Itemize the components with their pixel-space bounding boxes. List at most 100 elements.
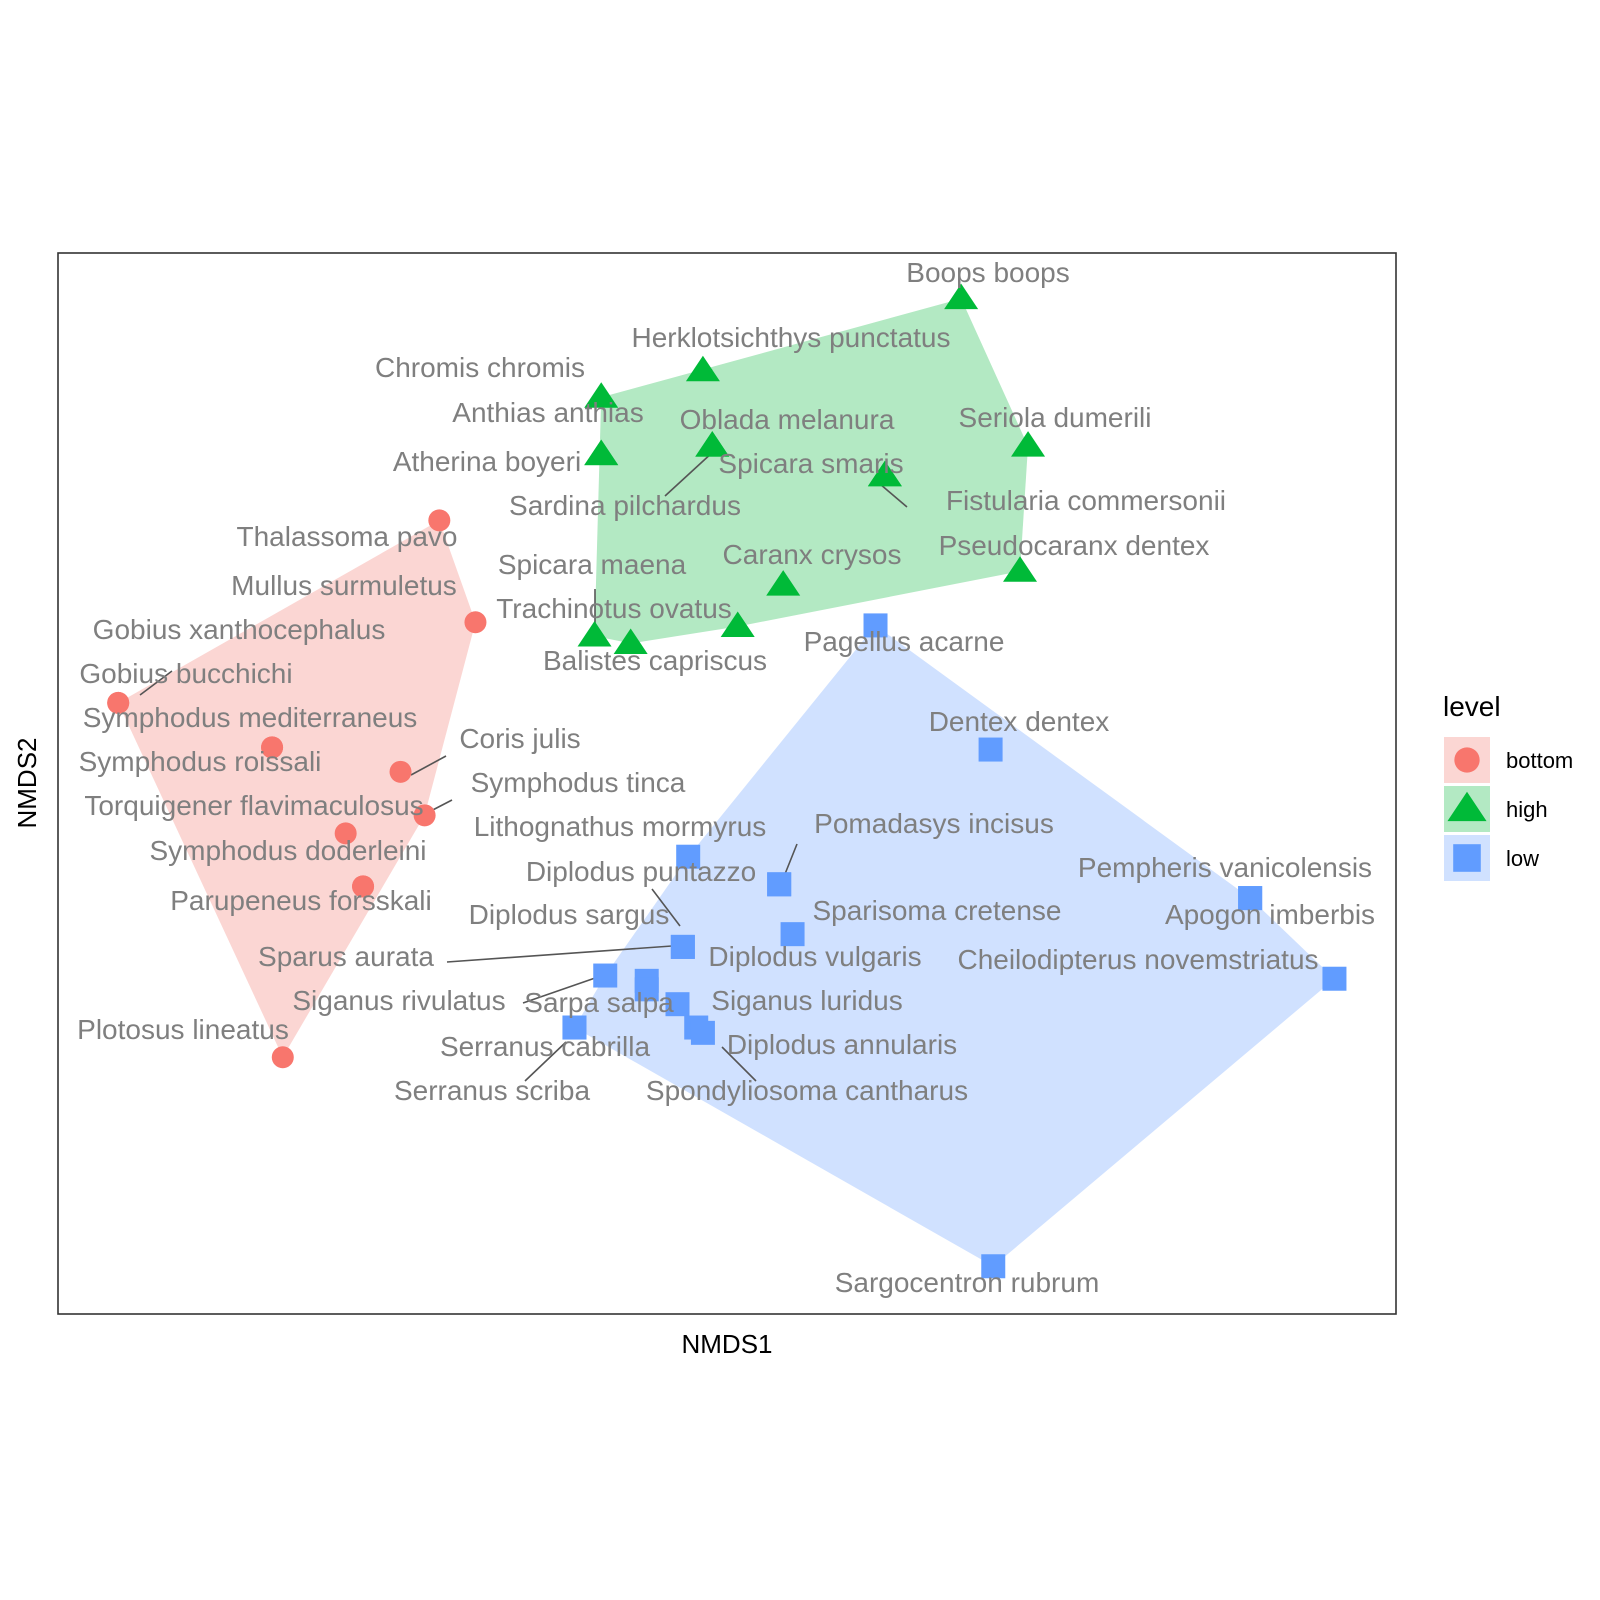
point-low (780, 922, 805, 947)
species-label: Pseudocaranx dentex (939, 530, 1210, 561)
species-label: Siganus rivulatus (292, 985, 505, 1016)
species-label: Spondyliosoma cantharus (646, 1075, 968, 1106)
species-label: Sparisoma cretense (812, 895, 1061, 926)
species-label: Lithognathus mormyrus (474, 811, 767, 842)
species-label: Sarpa salpa (524, 987, 674, 1018)
point-low (978, 737, 1003, 762)
y-axis-title: NMDS2 (12, 737, 42, 828)
point-high (1011, 431, 1046, 457)
leader-line (651, 888, 681, 927)
point-low (593, 963, 618, 988)
species-label: Sargocentron rubrum (835, 1267, 1100, 1298)
point-bottom (428, 509, 451, 532)
hull-high (594, 298, 1028, 644)
point-bottom (261, 736, 284, 759)
species-label: Sardina pilchardus (509, 490, 741, 521)
hull-bottom (118, 520, 476, 1058)
species-label: Coris julis (459, 723, 580, 754)
species-label: Dentex dentex (929, 706, 1110, 737)
point-bottom (413, 804, 436, 827)
species-label: Herklotsichthys punctatus (631, 322, 950, 353)
point-low (981, 1254, 1006, 1279)
species-label: Diplodus sargus (469, 899, 670, 930)
leader-line (446, 944, 687, 963)
point-high (577, 621, 612, 647)
legend-label-low: low (1506, 846, 1539, 871)
point-bottom (352, 875, 375, 898)
legend-symbol-bottom (1454, 747, 1480, 773)
legend-label-high: high (1506, 797, 1548, 822)
point-high (1003, 556, 1038, 582)
point-low (767, 872, 792, 897)
species-label: Apogon imberbis (1165, 899, 1375, 930)
species-label: Thalassoma pavo (236, 521, 457, 552)
species-label: Anthias anthias (452, 397, 643, 428)
species-label: Serranus cabrilla (440, 1031, 651, 1062)
species-label: Diplodus puntazzo (526, 856, 756, 887)
species-label: Symphodus mediterraneus (83, 702, 418, 733)
legend-title: level (1443, 691, 1501, 722)
point-low (562, 1015, 587, 1040)
legend: level bottom high low (1443, 691, 1573, 881)
species-label: Pagellus acarne (804, 626, 1005, 657)
legend-symbol-low (1453, 844, 1481, 872)
point-low (670, 934, 695, 959)
species-label: Mullus surmuletus (231, 570, 457, 601)
point-bottom (464, 611, 487, 634)
leader-line (139, 670, 173, 696)
species-labels: Thalassoma pavo Mullus surmuletus Gobius b… (77, 257, 1375, 1298)
point-low (1322, 966, 1347, 991)
species-label: Caranx crysos (723, 539, 902, 570)
point-high (720, 611, 755, 637)
hull-low (574, 625, 1335, 1267)
species-label: Parupeneus forsskali (170, 885, 431, 916)
species-label: Oblada melanura (680, 404, 895, 435)
species-label: Symphodus tinca (471, 767, 686, 798)
point-bottom (334, 822, 357, 845)
species-label: Spicara maena (498, 549, 687, 580)
species-label: Symphodus roissali (79, 746, 322, 777)
point-high (867, 460, 902, 487)
point-high (613, 628, 648, 654)
species-label: Sparus aurata (258, 941, 434, 972)
species-label: Balistes capriscus (543, 645, 767, 676)
plot-panel-border (57, 252, 1397, 1315)
species-label: Seriola dumerili (959, 402, 1152, 433)
species-label: Boops boops (906, 257, 1069, 288)
point-bottom (271, 1046, 294, 1069)
point-low (863, 613, 888, 638)
point-high (766, 570, 801, 596)
leader-line (664, 450, 715, 497)
leader-line (721, 1046, 757, 1082)
leader-line (524, 1041, 567, 1082)
species-label: Atherina boyeri (393, 446, 581, 477)
leader-line (410, 755, 447, 776)
legend-label-bottom: bottom (1506, 748, 1573, 773)
leader-line (522, 976, 599, 1004)
point-bottom (107, 691, 130, 714)
species-label: Cheilodipterus novemstriatus (957, 944, 1318, 975)
species-label: Siganus luridus (711, 985, 902, 1016)
point-low (676, 844, 701, 869)
species-label: Spicara smaris (718, 448, 903, 479)
species-label: Chromis chromis (375, 352, 585, 383)
legend-symbol-high (1447, 791, 1487, 822)
point-bottom (389, 760, 412, 783)
point-high (944, 283, 979, 310)
point-high (685, 355, 720, 382)
species-label: Serranus scriba (394, 1075, 591, 1106)
species-label: Gobius xanthocephalus (93, 614, 386, 645)
species-label: Trachinotus ovatus (496, 593, 732, 624)
species-label: Pempheris vanicolensis (1078, 852, 1372, 883)
data-points (107, 283, 1347, 1279)
species-label: Gobius bucchichi (79, 658, 292, 689)
point-low (1238, 886, 1263, 911)
species-label: Torquigener flavimaculosus (84, 790, 423, 821)
species-label: Fistularia commersonii (946, 485, 1226, 516)
group-hulls (118, 298, 1335, 1267)
species-label: Symphodus doderleini (149, 835, 426, 866)
point-high (695, 431, 730, 457)
point-low (690, 1020, 715, 1045)
species-label: Pomadasys incisus (814, 808, 1054, 839)
